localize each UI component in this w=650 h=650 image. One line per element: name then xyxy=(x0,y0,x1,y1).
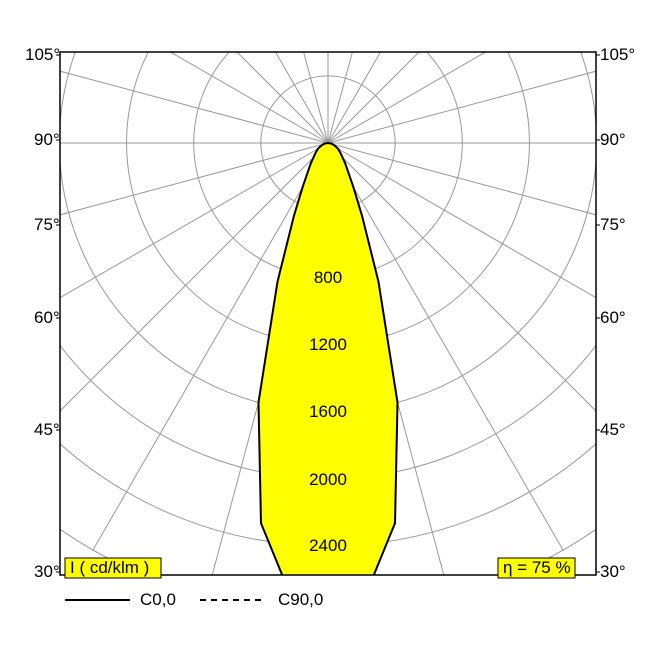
efficiency-label: η = 75 % xyxy=(503,558,571,577)
polar-chart: 800 1200 1600 2000 2400 I ( cd/klm ) η = 75 % 1… xyxy=(0,0,650,650)
angle-label-left: 105° xyxy=(25,45,60,64)
angle-label-right: 45° xyxy=(600,420,626,439)
angle-label-left: 60° xyxy=(34,308,60,327)
radial-tick-label: 1200 xyxy=(309,335,347,354)
angle-label-right: 30° xyxy=(600,562,626,581)
angle-label-left: 30° xyxy=(34,562,60,581)
radial-tick-label: 2000 xyxy=(309,470,347,489)
angle-label-left: 75° xyxy=(34,215,60,234)
radial-tick-label: 2400 xyxy=(309,536,347,555)
angle-label-left: 90° xyxy=(34,130,60,149)
angle-label-right: 105° xyxy=(600,45,635,64)
legend-label-c0: C0,0 xyxy=(140,590,176,609)
legend-label-c90: C90,0 xyxy=(278,590,323,609)
intensity-unit-label: I ( cd/klm ) xyxy=(70,558,149,577)
radial-tick-label: 1600 xyxy=(309,402,347,421)
angle-label-right: 60° xyxy=(600,308,626,327)
angle-label-right: 75° xyxy=(600,215,626,234)
radial-tick-label: 800 xyxy=(314,268,342,287)
angle-label-left: 45° xyxy=(34,420,60,439)
angle-label-right: 90° xyxy=(600,130,626,149)
